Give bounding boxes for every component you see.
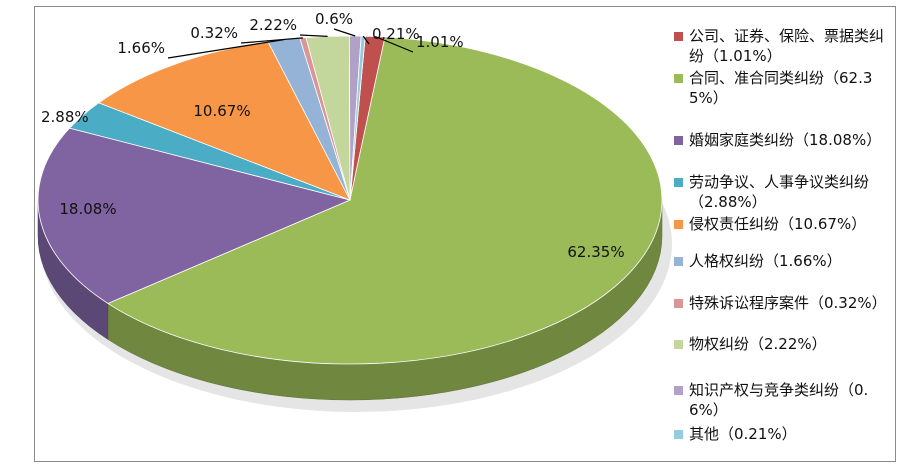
legend-label-8: 知识产权与竞争类纠纷（0.6%） (689, 381, 869, 419)
legend-swatch-4 (674, 220, 683, 229)
legend-swatch-2 (674, 136, 683, 145)
legend-item-7: 物权纠纷（2.22%） (672, 334, 892, 354)
data-label-2: 18.08% (59, 200, 116, 218)
legend-item-5: 人格权纠纷（1.66%） (672, 251, 892, 271)
legend-item-9: 其他（0.21%） (672, 424, 892, 444)
leader-line-8 (333, 28, 356, 37)
data-label-7: 2.22% (249, 16, 297, 34)
legend-swatch-8 (674, 386, 683, 395)
data-label-5: 1.66% (117, 39, 165, 57)
legend-swatch-0 (674, 32, 683, 41)
legend-label-0: 公司、证券、保险、票据类纠纷（1.01%） (689, 27, 885, 65)
legend-label-4: 侵权责任纠纷（10.67%） (689, 215, 867, 233)
data-label-3: 2.88% (41, 108, 89, 126)
legend-item-4: 侵权责任纠纷（10.67%） (672, 214, 892, 234)
legend-item-8: 知识产权与竞争类纠纷（0.6%） (672, 380, 892, 420)
pie-data-labels: 1.01% 62.35% 18.08% 2.88% 10.67% 1.66% 0.32% 2.… (41, 10, 625, 261)
legend-label-7: 物权纠纷（2.22%） (689, 335, 827, 353)
pie-slices (37, 35, 663, 365)
legend-label-3: 劳动争议、人事争议类纠纷（2.88%） (689, 173, 870, 211)
legend-item-1: 合同、准合同类纠纷（62.35%） (672, 68, 892, 108)
legend-swatch-5 (674, 257, 683, 266)
legend-label-2: 婚姻家庭类纠纷（18.08%） (689, 131, 882, 149)
legend-label-6: 特殊诉讼程序案件（0.32%） (689, 294, 887, 312)
data-label-0: 1.01% (416, 33, 464, 51)
leader-line-7 (299, 34, 328, 37)
legend-item-6: 特殊诉讼程序案件（0.32%） (672, 293, 892, 313)
legend-label-1: 合同、准合同类纠纷（62.35%） (689, 69, 873, 107)
legend-label-5: 人格权纠纷（1.66%） (689, 252, 842, 270)
data-label-6: 0.32% (190, 24, 238, 42)
data-label-8: 0.6% (315, 10, 353, 28)
pie-slice-2[interactable] (37, 127, 352, 304)
legend-item-0: 公司、证券、保险、票据类纠纷（1.01%） (672, 26, 892, 66)
pie-slice-1[interactable] (107, 36, 663, 365)
leader-line-9 (362, 35, 370, 45)
data-label-9: 0.21% (372, 25, 420, 43)
legend-item-2: 婚姻家庭类纠纷（18.08%） (672, 130, 892, 150)
data-label-4: 10.67% (193, 102, 250, 120)
legend-swatch-3 (674, 178, 683, 187)
leader-line-6 (240, 37, 303, 44)
legend-swatch-9 (674, 430, 683, 439)
leader-line-5 (167, 39, 284, 59)
legend-swatch-1 (674, 74, 683, 83)
leader-line-0 (374, 35, 414, 53)
data-label-1: 62.35% (567, 243, 624, 261)
legend-item-3: 劳动争议、人事争议类纠纷（2.88%） (672, 172, 892, 212)
legend-label-9: 其他（0.21%） (689, 425, 797, 443)
legend-swatch-6 (674, 299, 683, 308)
legend-swatch-7 (674, 340, 683, 349)
